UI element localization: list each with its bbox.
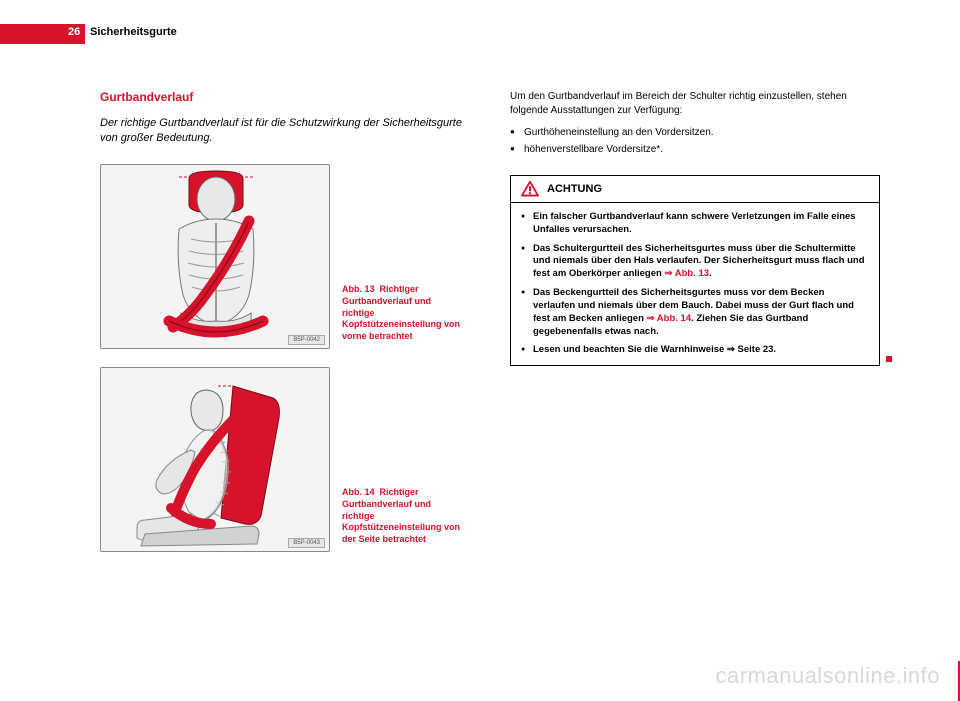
warning-item: Das Schultergurtteil des Sicherheitsgurt… bbox=[521, 243, 869, 281]
warn-text: . bbox=[709, 268, 712, 279]
fig-reference: ⇒ Abb. 13 bbox=[664, 268, 709, 279]
section-end-marker bbox=[886, 356, 892, 362]
figure-13-caption: Abb. 13 Richtiger Gurtbandverlauf und ri… bbox=[342, 284, 462, 348]
warning-item: Lesen und beachten Sie die Warnhinweise … bbox=[521, 344, 869, 357]
options-list: Gurthöheneinstellung an den Vordersitzen… bbox=[510, 125, 880, 157]
warn-text: Lesen und beachten Sie die Warnhinweise bbox=[533, 344, 727, 355]
figure-13-image: B5P-0042 bbox=[100, 164, 330, 349]
intro-text: Der richtige Gurtbandverlauf ist für die… bbox=[100, 116, 470, 146]
right-column: Um den Gurtbandverlauf im Bereich der Sc… bbox=[510, 90, 880, 570]
right-intro: Um den Gurtbandverlauf im Bereich der Sc… bbox=[510, 90, 880, 117]
page-reference: ⇒ Seite 23. bbox=[727, 344, 776, 355]
warning-item: Das Beckengurtteil des Sicherheitsgurtes… bbox=[521, 287, 869, 338]
fig13-label: Abb. 13 bbox=[342, 284, 375, 294]
warning-header: ACHTUNG bbox=[511, 176, 879, 203]
section-title: Gurtbandverlauf bbox=[100, 90, 470, 104]
watermark: carmanualsonline.info bbox=[715, 663, 940, 689]
list-item: Gurthöheneinstellung an den Vordersitzen… bbox=[510, 125, 880, 140]
figure-14-caption: Abb. 14 Richtiger Gurtbandverlauf und ri… bbox=[342, 487, 462, 551]
figure-13: B5P-0042 Abb. 13 Richtiger Gurtbandverla… bbox=[100, 164, 470, 349]
fig-reference: ⇒ Abb. 14 bbox=[647, 313, 692, 324]
warning-triangle-icon bbox=[521, 181, 539, 197]
chapter-title: Sicherheitsgurte bbox=[90, 26, 177, 38]
figure-14: B5P-0043 Abb. 14 Richtiger Gurtbandverla… bbox=[100, 367, 470, 552]
left-column: Gurtbandverlauf Der richtige Gurtbandver… bbox=[100, 90, 470, 570]
figure-13-code: B5P-0042 bbox=[288, 335, 325, 345]
page-number: 26 bbox=[68, 26, 80, 38]
warning-item: Ein falscher Gurtbandverlauf kann schwer… bbox=[521, 211, 869, 237]
figure-14-image: B5P-0043 bbox=[100, 367, 330, 552]
list-item: höhenverstellbare Vordersitze*. bbox=[510, 142, 880, 157]
figure-14-code: B5P-0043 bbox=[288, 538, 325, 548]
warning-title: ACHTUNG bbox=[547, 183, 602, 195]
warning-box: ACHTUNG Ein falscher Gurtbandverlauf kan… bbox=[510, 175, 880, 366]
fig14-label: Abb. 14 bbox=[342, 487, 375, 497]
warning-body: Ein falscher Gurtbandverlauf kann schwer… bbox=[511, 203, 879, 365]
